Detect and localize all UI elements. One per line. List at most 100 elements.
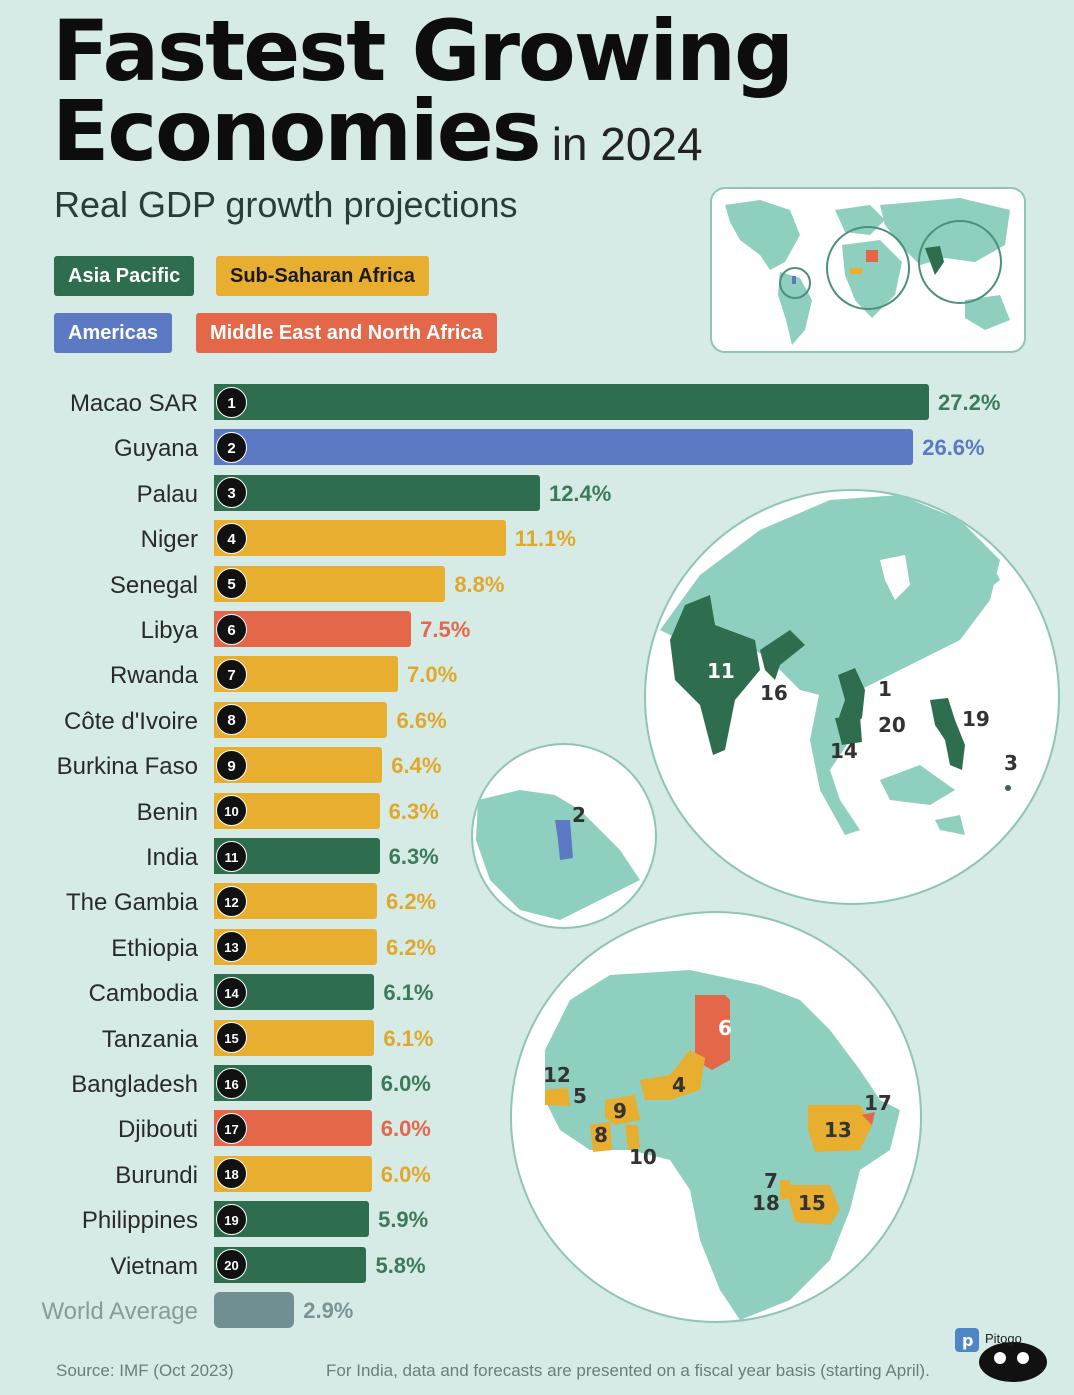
value-label: 6.0% xyxy=(380,1116,431,1142)
rank-badge: 8 xyxy=(216,704,247,736)
country-label: Ethiopia xyxy=(111,934,198,962)
value-label: 6.4% xyxy=(391,753,442,779)
value-label: 7.5% xyxy=(420,617,471,642)
africa-map: 6 12 5 4 9 8 10 17 13 7 18 15 xyxy=(510,911,922,1323)
legend-asia-pacific: Asia Pacific xyxy=(54,256,195,296)
value-label: 6.1% xyxy=(383,1025,434,1051)
value-label: 11.1% xyxy=(514,526,576,552)
asia-pacific-map: 11 16 1 20 14 19 3 xyxy=(644,489,1060,905)
country-label: Senegal xyxy=(109,571,198,599)
rank-badge: 11 xyxy=(216,840,247,872)
rank-badge: 14 xyxy=(216,976,247,1008)
americas-map: 2 xyxy=(471,743,657,929)
map-label: 15 xyxy=(798,1191,826,1215)
map-label: 20 xyxy=(878,713,906,737)
map-label: 11 xyxy=(707,659,735,683)
rank-badge: 17 xyxy=(216,1112,247,1144)
value-label: 5.8% xyxy=(375,1252,426,1278)
rank-badge: 9 xyxy=(216,749,247,781)
map-label: 19 xyxy=(962,707,990,731)
value-label: 2.9% xyxy=(303,1298,354,1323)
world-map-inset xyxy=(710,187,1026,353)
value-label: 12.4% xyxy=(548,480,612,506)
rank-badge: 18 xyxy=(216,1158,247,1190)
value-label: 6.3% xyxy=(388,798,439,824)
legend-middle-east-north-africa: Middle East and North Africa xyxy=(196,313,497,353)
footnote: For India, data and forecasts are presen… xyxy=(326,1361,930,1380)
map-label: 4 xyxy=(672,1073,686,1097)
country-label: Tanzania xyxy=(101,1025,198,1053)
world-average-bar xyxy=(214,1292,295,1328)
rank-badge: 15 xyxy=(216,1022,247,1054)
bar xyxy=(214,429,914,466)
rank-badge: 3 xyxy=(216,477,247,509)
map-label: 2 xyxy=(572,803,586,827)
country-label: Macao SAR xyxy=(69,390,198,417)
rank-badge: 7 xyxy=(216,658,247,690)
map-label: 18 xyxy=(752,1191,780,1215)
bar xyxy=(214,520,506,557)
map-label: 8 xyxy=(594,1123,608,1147)
country-label: Benin xyxy=(136,798,198,826)
value-label: 27.2% xyxy=(938,390,1001,415)
country-label: Djibouti xyxy=(117,1116,198,1144)
value-label: 26.6% xyxy=(922,435,985,461)
country-label: Côte d'Ivoire xyxy=(64,707,198,735)
country-label: Guyana xyxy=(113,435,198,463)
source-note: Source: IMF (Oct 2023) xyxy=(56,1361,234,1380)
legend-americas: Americas xyxy=(54,313,173,353)
value-label: 6.2% xyxy=(385,934,437,960)
country-label: The Gambia xyxy=(65,889,198,917)
value-label: 6.0% xyxy=(380,1161,431,1187)
country-label: Rwanda xyxy=(109,662,198,690)
country-label: Libya xyxy=(140,617,198,644)
value-label: 5.9% xyxy=(378,1207,429,1233)
value-label: 6.6% xyxy=(396,707,447,733)
title-line-1: Fastest Growing xyxy=(52,2,794,100)
rank-badge: 1 xyxy=(216,386,247,418)
value-label: 6.2% xyxy=(385,889,437,915)
country-label: India xyxy=(145,844,198,871)
rank-badge: 20 xyxy=(216,1249,247,1281)
rank-badge: 10 xyxy=(216,795,247,827)
country-label: Burkina Faso xyxy=(56,753,198,781)
world-average-label: World Average xyxy=(41,1298,198,1325)
legend-sub-saharan-africa: Sub-Saharan Africa xyxy=(216,256,429,296)
map-label: 16 xyxy=(760,681,788,705)
bar xyxy=(214,474,540,511)
logo-text: Pitogo xyxy=(985,1331,1022,1346)
map-label: 13 xyxy=(824,1118,852,1142)
map-label: 14 xyxy=(830,739,858,763)
country-label: Cambodia xyxy=(88,980,198,1008)
rank-badge: 2 xyxy=(216,431,247,463)
map-label: 17 xyxy=(864,1091,892,1115)
value-label: 6.0% xyxy=(380,1071,431,1096)
bar xyxy=(214,565,446,602)
country-label: Niger xyxy=(140,526,198,554)
map-label: 7 xyxy=(764,1169,778,1193)
country-label: Palau xyxy=(136,480,198,508)
map-label: 5 xyxy=(573,1084,587,1108)
map-label: 1 xyxy=(878,677,892,701)
map-label: 12 xyxy=(543,1063,571,1087)
rank-badge: 19 xyxy=(216,1203,247,1235)
rank-badge: 12 xyxy=(216,885,247,917)
value-label: 6.3% xyxy=(388,844,439,869)
value-label: 8.8% xyxy=(454,571,505,597)
pitogo-logo: p xyxy=(955,1328,1047,1382)
rank-badge: 5 xyxy=(216,568,247,600)
rank-badge: 13 xyxy=(216,931,247,963)
map-label: 6 xyxy=(718,1016,732,1040)
title-line-2: Economies in 2024 xyxy=(52,82,703,180)
rank-badge: 4 xyxy=(216,522,247,554)
value-label: 6.1% xyxy=(383,980,434,1006)
map-label: 9 xyxy=(613,1099,627,1123)
svg-text:p: p xyxy=(962,1331,973,1350)
country-label: Bangladesh xyxy=(71,1071,198,1098)
country-label: Philippines xyxy=(81,1207,198,1235)
map-label: 10 xyxy=(629,1145,657,1169)
country-label: Vietnam xyxy=(110,1252,198,1280)
country-label: Burundi xyxy=(115,1161,198,1189)
rank-badge: 16 xyxy=(216,1067,247,1099)
